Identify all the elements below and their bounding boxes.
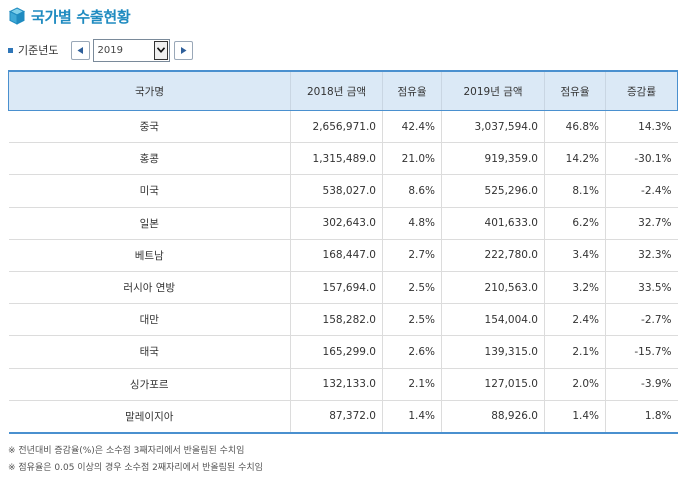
cell-2019-amount: 3,037,594.0 [441, 110, 545, 144]
cell-2019-amount: 139,315.0 [441, 335, 545, 369]
triangle-right-icon [181, 46, 187, 54]
cell-country: 대만 [8, 303, 291, 337]
cell-2019-share: 46.8% [544, 110, 606, 144]
cell-2019-amount: 88,926.0 [441, 400, 545, 434]
cell-2018-amount: 2,656,971.0 [290, 110, 383, 144]
cell-2019-amount: 919,359.0 [441, 142, 545, 176]
prev-year-button[interactable] [71, 40, 91, 60]
cell-change-rate: -30.1% [605, 142, 678, 176]
cell-change-rate: -3.9% [605, 368, 678, 401]
table-row: 일본 302,643.0 4.8% 401,633.0 6.2% 32.7% [8, 207, 678, 240]
table-row: 태국 165,299.0 2.6% 139,315.0 2.1% -15.7% [8, 335, 678, 369]
cell-2018-share: 2.7% [382, 239, 442, 272]
cell-2018-share: 21.0% [382, 142, 442, 176]
cell-2019-share: 1.4% [544, 400, 606, 434]
table-row: 대만 158,282.0 2.5% 154,004.0 2.4% -2.7% [8, 303, 678, 337]
cell-change-rate: 1.8% [605, 400, 678, 434]
footnote: ※ 전년대비 증감율(%)은 소수점 3째자리에서 반올림된 수치임 [8, 446, 245, 456]
cell-2019-share: 2.1% [544, 335, 606, 369]
year-select[interactable]: 2019 [93, 38, 171, 62]
footnote: ※ 점유율은 0.05 이상의 경우 소수점 2째자리에서 반올림된 수치임 [8, 463, 263, 473]
cell-country: 미국 [8, 174, 291, 208]
table-header-row: 국가명 2018년 금액 점유율 2019년 금액 점유율 증감률 [8, 70, 678, 111]
cell-country: 말레이지아 [8, 400, 291, 434]
cell-country: 홍콩 [8, 142, 291, 176]
cell-change-rate: -2.4% [605, 174, 678, 208]
table-row: 중국 2,656,971.0 42.4% 3,037,594.0 46.8% 14.3% [8, 110, 678, 144]
next-year-button[interactable] [174, 40, 194, 60]
triangle-left-icon [77, 46, 84, 54]
cell-2018-amount: 158,282.0 [290, 303, 383, 337]
table-row: 홍콩 1,315,489.0 21.0% 919,359.0 14.2% -30.1% [8, 142, 678, 176]
column-header-country: 국가명 [8, 70, 291, 111]
cell-2019-amount: 127,015.0 [441, 368, 545, 401]
cell-2019-share: 8.1% [544, 174, 606, 208]
cell-country: 러시아 연방 [8, 271, 291, 305]
table-row: 러시아 연방 157,694.0 2.5% 210,563.0 3.2% 33.5% [8, 271, 678, 305]
column-header-2018-amount: 2018년 금액 [290, 70, 383, 111]
cell-2018-share: 8.6% [382, 174, 442, 208]
cell-2018-amount: 1,315,489.0 [290, 142, 383, 176]
cell-country: 베트남 [8, 239, 291, 272]
cell-change-rate: 33.5% [605, 271, 678, 305]
page-title: 국가별 수출현황 [31, 7, 131, 26]
cell-2019-share: 2.0% [544, 368, 606, 401]
cell-2018-amount: 538,027.0 [290, 174, 383, 208]
cell-change-rate: 14.3% [605, 110, 678, 144]
cell-2019-amount: 210,563.0 [441, 271, 545, 305]
export-table: 국가명 2018년 금액 점유율 2019년 금액 점유율 증감률 중국 2,65… [8, 70, 678, 434]
cell-2018-share: 2.6% [382, 335, 442, 369]
cell-change-rate: -2.7% [605, 303, 678, 337]
table-row: 싱가포르 132,133.0 2.1% 127,015.0 2.0% -3.9% [8, 368, 678, 401]
cell-country: 싱가포르 [8, 368, 291, 401]
cell-2018-amount: 87,372.0 [290, 400, 383, 434]
column-header-2019-share: 점유율 [544, 70, 606, 111]
cell-2019-share: 3.4% [544, 239, 606, 272]
cell-2018-amount: 168,447.0 [290, 239, 383, 272]
cell-2018-share: 2.5% [382, 303, 442, 337]
cell-2018-amount: 165,299.0 [290, 335, 383, 369]
column-header-change-rate: 증감률 [605, 70, 678, 111]
cell-country: 일본 [8, 207, 291, 240]
cell-change-rate: 32.3% [605, 239, 678, 272]
cell-2018-share: 2.5% [382, 271, 442, 305]
cell-2018-amount: 157,694.0 [290, 271, 383, 305]
year-filter-label: 기준년도 [18, 44, 59, 57]
cell-2018-share: 2.1% [382, 368, 442, 401]
footnotes: ※ 전년대비 증감율(%)은 소수점 3째자리에서 반올림된 수치임 ※ 점유율… [8, 443, 263, 477]
page-header: 국가별 수출현황 [8, 5, 131, 27]
cell-2018-share: 4.8% [382, 207, 442, 240]
cell-2018-share: 1.4% [382, 400, 442, 434]
year-filter: 기준년도 2019 [8, 38, 194, 62]
table-row: 미국 538,027.0 8.6% 525,296.0 8.1% -2.4% [8, 174, 678, 208]
cell-2018-amount: 302,643.0 [290, 207, 383, 240]
cell-2019-share: 6.2% [544, 207, 606, 240]
year-select-value: 2019 [97, 44, 123, 56]
cell-2019-amount: 154,004.0 [441, 303, 545, 337]
cube-icon [8, 7, 26, 25]
cell-2018-share: 42.4% [382, 110, 442, 144]
cell-2019-share: 2.4% [544, 303, 606, 337]
cell-2018-amount: 132,133.0 [290, 368, 383, 401]
column-header-2019-amount: 2019년 금액 [441, 70, 545, 111]
cell-change-rate: -15.7% [605, 335, 678, 369]
bullet-icon [8, 47, 13, 53]
cell-2019-amount: 222,780.0 [441, 239, 545, 272]
cell-2019-share: 3.2% [544, 271, 606, 305]
column-header-2018-share: 점유율 [382, 70, 442, 111]
cell-country: 태국 [8, 335, 291, 369]
cell-2019-amount: 401,633.0 [441, 207, 545, 240]
table-row: 베트남 168,447.0 2.7% 222,780.0 3.4% 32.3% [8, 239, 678, 272]
cell-2019-amount: 525,296.0 [441, 174, 545, 208]
cell-2019-share: 14.2% [544, 142, 606, 176]
cell-country: 중국 [8, 110, 291, 144]
cell-change-rate: 32.7% [605, 207, 678, 240]
chevron-down-icon[interactable] [154, 40, 169, 60]
table-row: 말레이지아 87,372.0 1.4% 88,926.0 1.4% 1.8% [8, 400, 678, 434]
